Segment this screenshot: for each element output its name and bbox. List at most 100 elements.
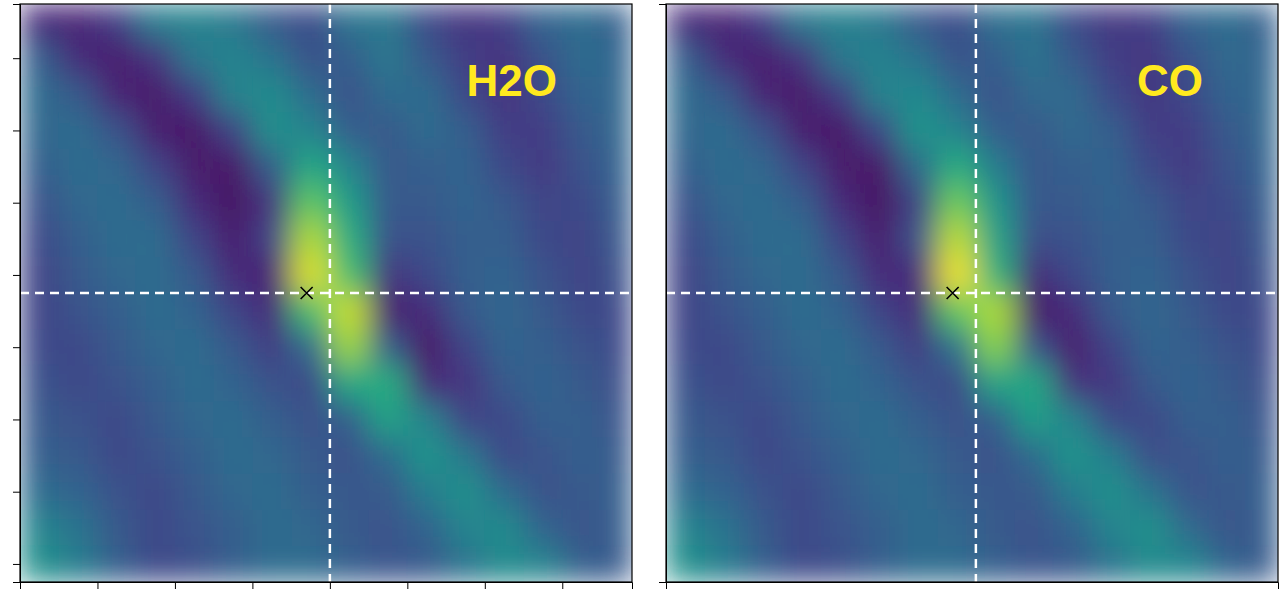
heatmap-cell bbox=[291, 149, 330, 186]
heatmap-cell bbox=[1170, 293, 1209, 330]
heatmap-cell bbox=[1170, 546, 1209, 582]
heatmap-cell bbox=[937, 149, 976, 186]
heatmap-cell bbox=[59, 221, 98, 258]
heatmap-cell bbox=[97, 401, 136, 438]
heatmap-cell bbox=[937, 365, 976, 402]
tick-mark bbox=[252, 582, 253, 589]
heatmap-cell bbox=[1131, 438, 1170, 475]
heatmap-cell bbox=[330, 4, 369, 41]
heatmap-cell bbox=[976, 365, 1015, 402]
heatmap-cell bbox=[1208, 149, 1247, 186]
heatmap-cell bbox=[898, 438, 937, 475]
tick-mark bbox=[13, 419, 20, 420]
y-axis-line bbox=[13, 5, 21, 583]
heatmap-cell bbox=[601, 221, 632, 258]
heatmap-cell bbox=[601, 112, 632, 149]
heatmap-cell bbox=[562, 149, 601, 186]
heatmap-cell bbox=[252, 293, 291, 330]
tick-mark bbox=[13, 275, 20, 276]
heatmap-cell bbox=[1015, 40, 1054, 77]
heatmap-cell bbox=[976, 40, 1015, 77]
heatmap-cell bbox=[1247, 401, 1278, 438]
heatmap-cell bbox=[898, 401, 937, 438]
heatmap-cell bbox=[1015, 438, 1054, 475]
heatmap-cell bbox=[175, 221, 214, 258]
heatmap-cell bbox=[136, 293, 175, 330]
heatmap-cell bbox=[214, 149, 253, 186]
heatmap-cell bbox=[59, 293, 98, 330]
heatmap-cell bbox=[860, 510, 899, 547]
heatmap-cell bbox=[136, 365, 175, 402]
tick bbox=[175, 582, 176, 589]
heatmap-cell bbox=[1170, 149, 1209, 186]
heatmap-cell bbox=[214, 401, 253, 438]
heatmap-cell bbox=[937, 4, 976, 41]
heatmap-cell bbox=[1053, 76, 1092, 113]
heatmap-cell bbox=[821, 329, 860, 366]
heatmap-cell bbox=[330, 546, 369, 582]
heatmap-cell bbox=[976, 257, 1015, 294]
tick-mark bbox=[20, 582, 21, 589]
heatmap-cell bbox=[1092, 293, 1131, 330]
heatmap-cell bbox=[407, 185, 446, 222]
heatmap-cell bbox=[1208, 401, 1247, 438]
y-axis bbox=[13, 5, 21, 583]
heatmap-cell bbox=[562, 293, 601, 330]
plot-area bbox=[20, 4, 632, 582]
heatmap-cell bbox=[1053, 474, 1092, 511]
heatmap-cell bbox=[1208, 221, 1247, 258]
heatmap-cell bbox=[59, 76, 98, 113]
heatmap-cells bbox=[666, 4, 1278, 582]
heatmap-cell bbox=[1131, 510, 1170, 547]
heatmap-cell bbox=[898, 329, 937, 366]
heatmap-cell bbox=[136, 401, 175, 438]
heatmap-cell bbox=[1053, 112, 1092, 149]
heatmap-cell bbox=[898, 257, 937, 294]
heatmap-cell bbox=[821, 510, 860, 547]
heatmap-cell bbox=[524, 221, 563, 258]
heatmap-cell bbox=[485, 510, 524, 547]
heatmap-cell bbox=[1053, 438, 1092, 475]
heatmap-cell bbox=[485, 112, 524, 149]
heatmap-cell bbox=[97, 546, 136, 582]
tick-mark bbox=[13, 492, 20, 493]
heatmap-cell bbox=[937, 185, 976, 222]
heatmap-cell bbox=[524, 438, 563, 475]
heatmap-cell bbox=[485, 474, 524, 511]
heatmap-cell bbox=[291, 221, 330, 258]
heatmap-cell bbox=[252, 546, 291, 582]
heatmap-cell bbox=[976, 149, 1015, 186]
heatmap-cell bbox=[485, 293, 524, 330]
heatmap-cell bbox=[291, 40, 330, 77]
heatmap-cell bbox=[97, 4, 136, 41]
heatmap-cell bbox=[1247, 221, 1278, 258]
heatmap-cell bbox=[291, 76, 330, 113]
x-axis bbox=[667, 583, 1279, 590]
heatmap-cell bbox=[252, 329, 291, 366]
heatmap-cell bbox=[369, 185, 408, 222]
heatmap-cell bbox=[1247, 510, 1278, 547]
heatmap-cell bbox=[175, 474, 214, 511]
heatmap-cell bbox=[407, 438, 446, 475]
heatmap-cell bbox=[1170, 474, 1209, 511]
heatmap-cell bbox=[860, 401, 899, 438]
heatmap-cell bbox=[898, 112, 937, 149]
heatmap-cell bbox=[214, 329, 253, 366]
heatmap-cell bbox=[1092, 149, 1131, 186]
heatmap-cell bbox=[1131, 365, 1170, 402]
heatmap-cell bbox=[97, 438, 136, 475]
heatmap-cell bbox=[485, 329, 524, 366]
heatmap-cell bbox=[446, 510, 485, 547]
heatmap-cell bbox=[291, 293, 330, 330]
heatmap-cell bbox=[1015, 149, 1054, 186]
heatmap-cell bbox=[1092, 329, 1131, 366]
heatmap-cell bbox=[937, 40, 976, 77]
heatmap-cell bbox=[937, 221, 976, 258]
heatmap-cell bbox=[1092, 4, 1131, 41]
plot-frame bbox=[666, 4, 1278, 582]
heatmap-cell bbox=[1015, 401, 1054, 438]
heatmap-cell bbox=[1015, 510, 1054, 547]
tick-mark bbox=[562, 582, 563, 589]
heatmap-cell bbox=[330, 510, 369, 547]
heatmap-cell bbox=[976, 185, 1015, 222]
